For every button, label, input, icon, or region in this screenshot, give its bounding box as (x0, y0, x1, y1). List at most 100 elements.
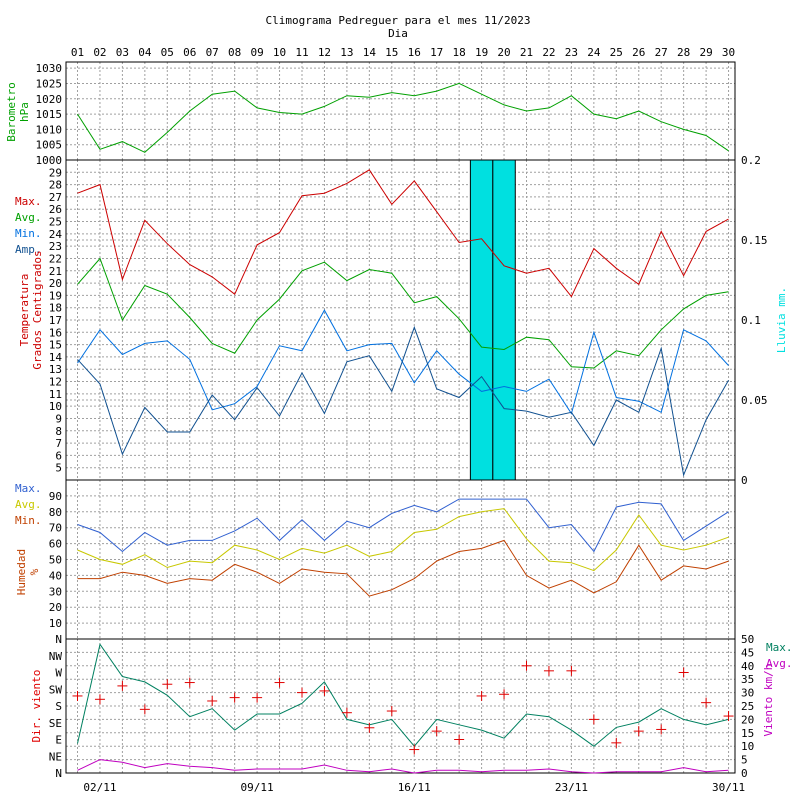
y-tick-label: 9 (55, 412, 62, 425)
y-tick-label: 28 (49, 179, 62, 192)
y-tick-label: 14 (49, 351, 63, 364)
day-tick-label: 19 (475, 46, 488, 59)
hum-legend-item: Max. (15, 482, 42, 495)
y-tick-label: 1020 (36, 93, 63, 106)
barometer-line (77, 82, 729, 153)
y-tick-label: 30 (741, 687, 754, 700)
panels: 01 02 03 04 05 06 07 08 09 10 11 12 13 14 15 16 17 18 19 20… (5, 46, 793, 794)
day-tick-label: 27 (655, 46, 668, 59)
day-tick-label: 22 (542, 46, 555, 59)
hum-ylabel-1: Humedad (15, 549, 28, 595)
day-tick-label: 21 (520, 46, 533, 59)
y-tick-label: N (55, 767, 62, 780)
y-tick-label: 10 (49, 400, 62, 413)
wind-legend-item: Avg. (766, 657, 793, 670)
day-tick-label: 28 (677, 46, 690, 59)
date-tick-label: 16/11 (398, 781, 431, 794)
y-tick-label: 40 (741, 660, 754, 673)
y-tick-label: 80 (49, 506, 62, 519)
y-tick-label: 16 (49, 326, 62, 339)
hum-legend-item: Avg. (15, 498, 42, 511)
y-tick-label: 23 (49, 240, 62, 253)
day-tick-label: 20 (497, 46, 510, 59)
y-tick-label: 40 (49, 569, 62, 582)
temp-amp-line (77, 325, 729, 477)
temp-min-line (77, 309, 729, 415)
day-tick-label: 14 (363, 46, 377, 59)
hum-max-line (77, 498, 729, 553)
y-tick-label: 19 (49, 289, 62, 302)
day-tick-label: 24 (587, 46, 601, 59)
y-tick-label: 15 (49, 339, 62, 352)
y-tick-label: 10 (49, 617, 62, 630)
day-tick-label: 26 (632, 46, 645, 59)
date-tick-label: 09/11 (241, 781, 274, 794)
y-tick-label: 20 (49, 601, 62, 614)
y-tick-label: 22 (49, 252, 62, 265)
hum-ylabel-2: % (28, 568, 41, 575)
wind-legend-item: Max. (766, 641, 793, 654)
y-tick-label: 25 (741, 700, 754, 713)
day-tick-label: 06 (183, 46, 196, 59)
y-tick-label: 21 (49, 265, 62, 278)
y-tick-label: E (55, 734, 62, 747)
y-tick-label: 0.15 (741, 234, 768, 247)
wind-avg-line (77, 759, 729, 774)
y-tick-label: 20 (49, 277, 62, 290)
day-tick-label: 15 (385, 46, 398, 59)
temp-max-line (77, 169, 729, 298)
y-tick-label: 15 (741, 727, 754, 740)
temp-ylabel-2: Grados Centigrados (31, 250, 44, 369)
baro-ylabel-1: Barometro (5, 82, 18, 142)
y-tick-label: 20 (741, 713, 754, 726)
y-tick-label: 7 (55, 437, 62, 450)
chart-title: Climograma Pedreguer para el mes 11/2023 (266, 14, 531, 27)
y-tick-label: 8 (55, 425, 62, 438)
day-tick-label: 11 (295, 46, 308, 59)
day-tick-label: 07 (206, 46, 219, 59)
y-tick-label: 0.05 (741, 394, 768, 407)
day-tick-label: 01 (71, 46, 84, 59)
y-tick-label: SW (49, 683, 63, 696)
day-tick-label: 23 (565, 46, 578, 59)
rain-ylabel: Lluvia mm. (775, 287, 788, 353)
y-tick-label: SE (49, 717, 62, 730)
day-tick-label: 08 (228, 46, 241, 59)
y-tick-label: 26 (49, 203, 62, 216)
y-tick-label: 1005 (36, 139, 63, 152)
y-tick-label: 0.2 (741, 154, 761, 167)
y-tick-label: 25 (49, 216, 62, 229)
temp-legend-item: Max. (15, 195, 42, 208)
temp-legend-item: Amp. (15, 243, 42, 256)
y-tick-label: 5 (741, 754, 748, 767)
y-tick-label: 45 (741, 646, 754, 659)
date-tick-label: 02/11 (83, 781, 116, 794)
y-tick-label: 5 (55, 462, 62, 475)
wind-speed-ylabel: Viento km/h (762, 664, 775, 737)
y-tick-label: NW (49, 650, 63, 663)
day-tick-label: 12 (318, 46, 331, 59)
day-tick-label: 04 (138, 46, 152, 59)
y-tick-label: 6 (55, 449, 62, 462)
rain-bar (469, 159, 494, 481)
date-tick-label: 30/11 (712, 781, 745, 794)
date-tick-label: 23/11 (555, 781, 588, 794)
y-tick-label: NE (49, 750, 62, 763)
y-tick-label: 12 (49, 376, 62, 389)
y-tick-label: 18 (49, 302, 62, 315)
baro-ylabel-2: hPa (18, 102, 31, 122)
y-tick-label: W (55, 667, 62, 680)
day-tick-label: 29 (699, 46, 712, 59)
day-tick-label: 09 (250, 46, 263, 59)
rain-bar (492, 159, 516, 481)
hum-min-line (77, 539, 729, 597)
day-tick-label: 02 (93, 46, 106, 59)
panel-frame (65, 638, 736, 774)
day-tick-label: 03 (116, 46, 129, 59)
y-tick-label: 11 (49, 388, 62, 401)
panel-frame (65, 61, 736, 161)
y-tick-label: 17 (49, 314, 62, 327)
day-tick-label: 05 (161, 46, 174, 59)
y-tick-label: S (55, 700, 62, 713)
